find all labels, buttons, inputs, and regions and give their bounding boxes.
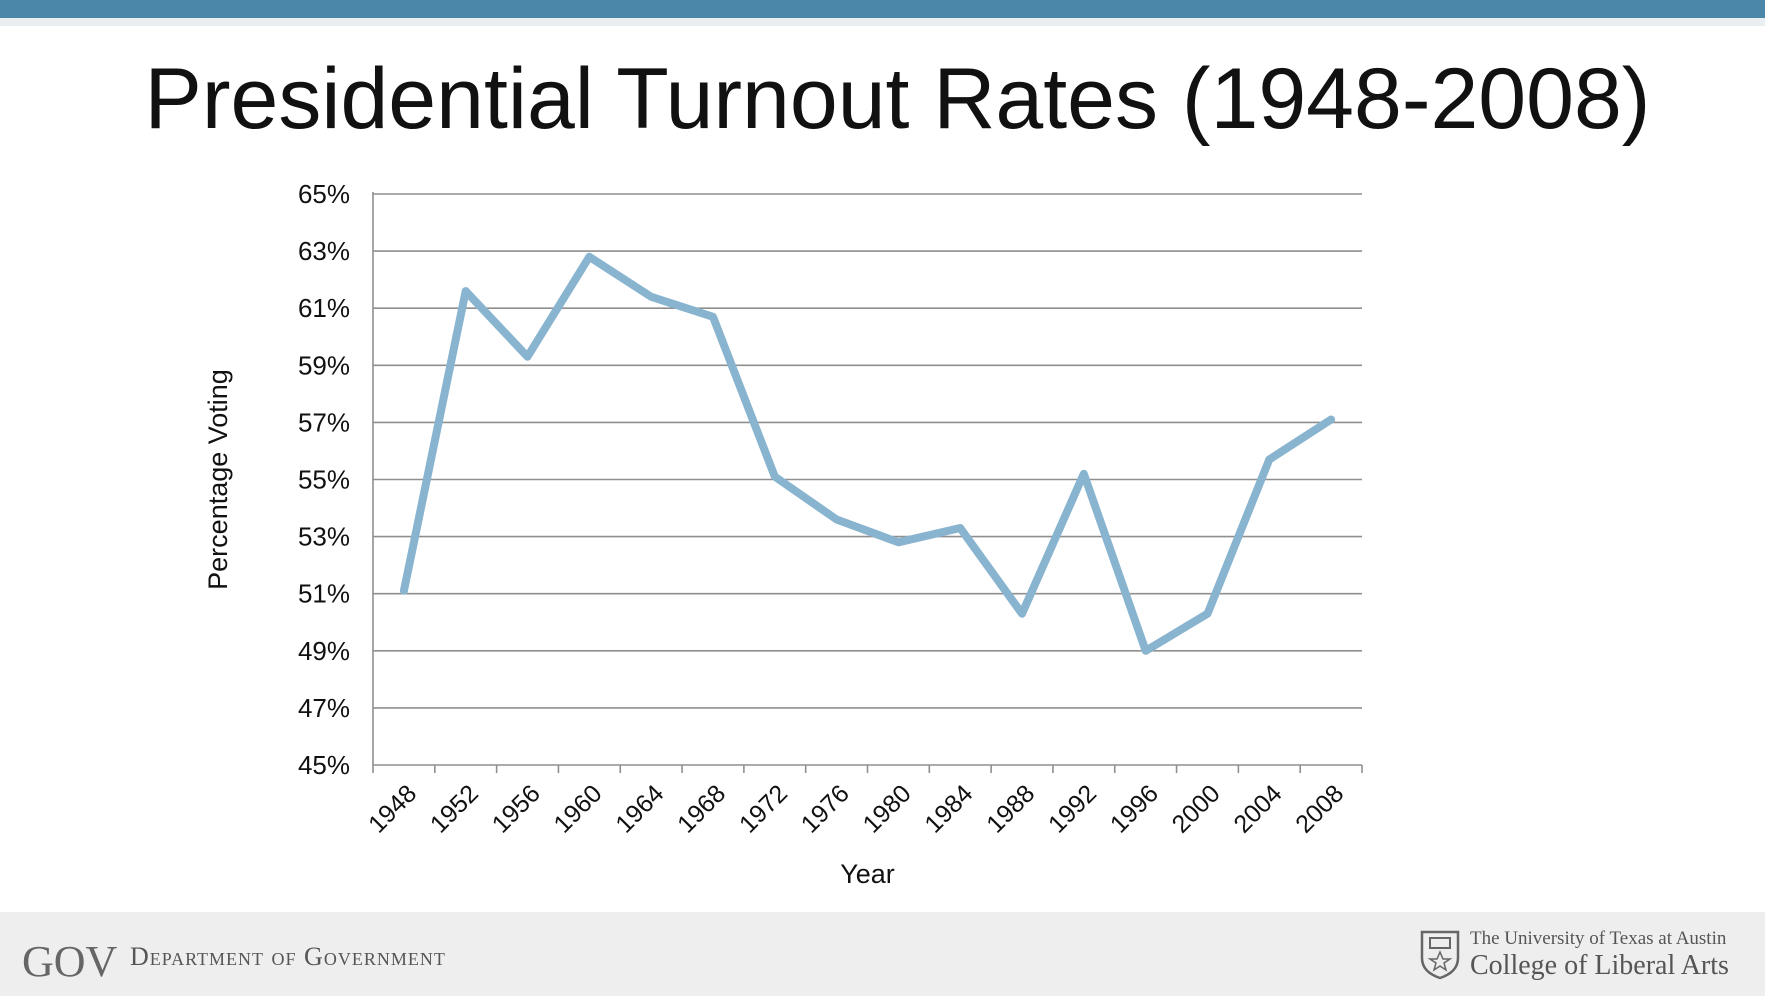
x-tick-label: 2004 xyxy=(1228,779,1287,838)
x-tick-label: 1972 xyxy=(734,779,793,838)
slide-title: Presidential Turnout Rates (1948-2008) xyxy=(144,51,1651,147)
y-tick-label: 63% xyxy=(298,236,350,266)
department-name: Department of Government xyxy=(130,942,446,971)
x-tick-label: 1992 xyxy=(1043,779,1102,838)
y-tick-label: 55% xyxy=(298,465,350,495)
y-tick-label: 53% xyxy=(298,522,350,552)
data-point xyxy=(1018,610,1026,618)
y-tick-label: 49% xyxy=(298,636,350,666)
x-tick-label: 1960 xyxy=(548,779,607,838)
x-tick-label: 1988 xyxy=(981,779,1040,838)
x-tick-label: 1968 xyxy=(672,779,731,838)
y-axis-title: Percentage Voting xyxy=(203,369,233,590)
top-accent-bar xyxy=(0,0,1765,18)
data-point xyxy=(894,538,902,546)
y-tick-label: 61% xyxy=(298,293,350,323)
x-axis-title: Year xyxy=(840,859,895,889)
y-tick-label: 65% xyxy=(298,179,350,209)
data-point xyxy=(833,515,841,523)
university-seal-icon xyxy=(1420,930,1460,980)
data-point xyxy=(462,287,470,295)
turnout-series-line xyxy=(399,252,1336,655)
x-tick-label: 1980 xyxy=(858,779,917,838)
x-tick-label: 2008 xyxy=(1290,779,1349,838)
data-point xyxy=(1203,610,1211,618)
college-name: College of Liberal Arts xyxy=(1470,950,1729,981)
top-accent-stripe xyxy=(0,18,1765,26)
y-tick-label: 57% xyxy=(298,407,350,437)
x-tick-label: 1952 xyxy=(425,779,484,838)
x-tick-label: 2000 xyxy=(1167,779,1226,838)
y-tick-label: 51% xyxy=(298,579,350,609)
svg-text:GOV: GOV xyxy=(22,937,118,982)
data-point xyxy=(956,524,964,532)
data-point xyxy=(585,253,593,261)
data-point xyxy=(1265,456,1273,464)
x-tick-label: 1956 xyxy=(487,779,546,838)
data-point xyxy=(524,353,532,361)
data-point xyxy=(1080,470,1088,478)
footer: GOV Department of Government The Univers… xyxy=(0,912,1765,996)
data-point xyxy=(771,473,779,481)
y-tick-label: 59% xyxy=(298,350,350,380)
data-point xyxy=(1142,647,1150,655)
data-point xyxy=(647,293,655,301)
data-point xyxy=(400,587,408,595)
y-tick-label: 47% xyxy=(298,693,350,723)
x-tick-label: 1996 xyxy=(1105,779,1164,838)
turnout-line-chart: 45%47%49%51%53%55%57%59%61%63%65%1948 195… xyxy=(203,179,1363,889)
x-tick-label: 1964 xyxy=(610,779,669,838)
data-point xyxy=(1327,416,1335,424)
y-tick-label: 45% xyxy=(298,750,350,780)
data-point xyxy=(709,313,717,321)
gov-logo-icon: GOV xyxy=(22,937,118,982)
x-tick-label: 1948 xyxy=(363,779,422,838)
university-name: The University of Texas at Austin xyxy=(1470,928,1727,949)
x-tick-label: 1984 xyxy=(919,779,978,838)
x-tick-label: 1976 xyxy=(796,779,855,838)
